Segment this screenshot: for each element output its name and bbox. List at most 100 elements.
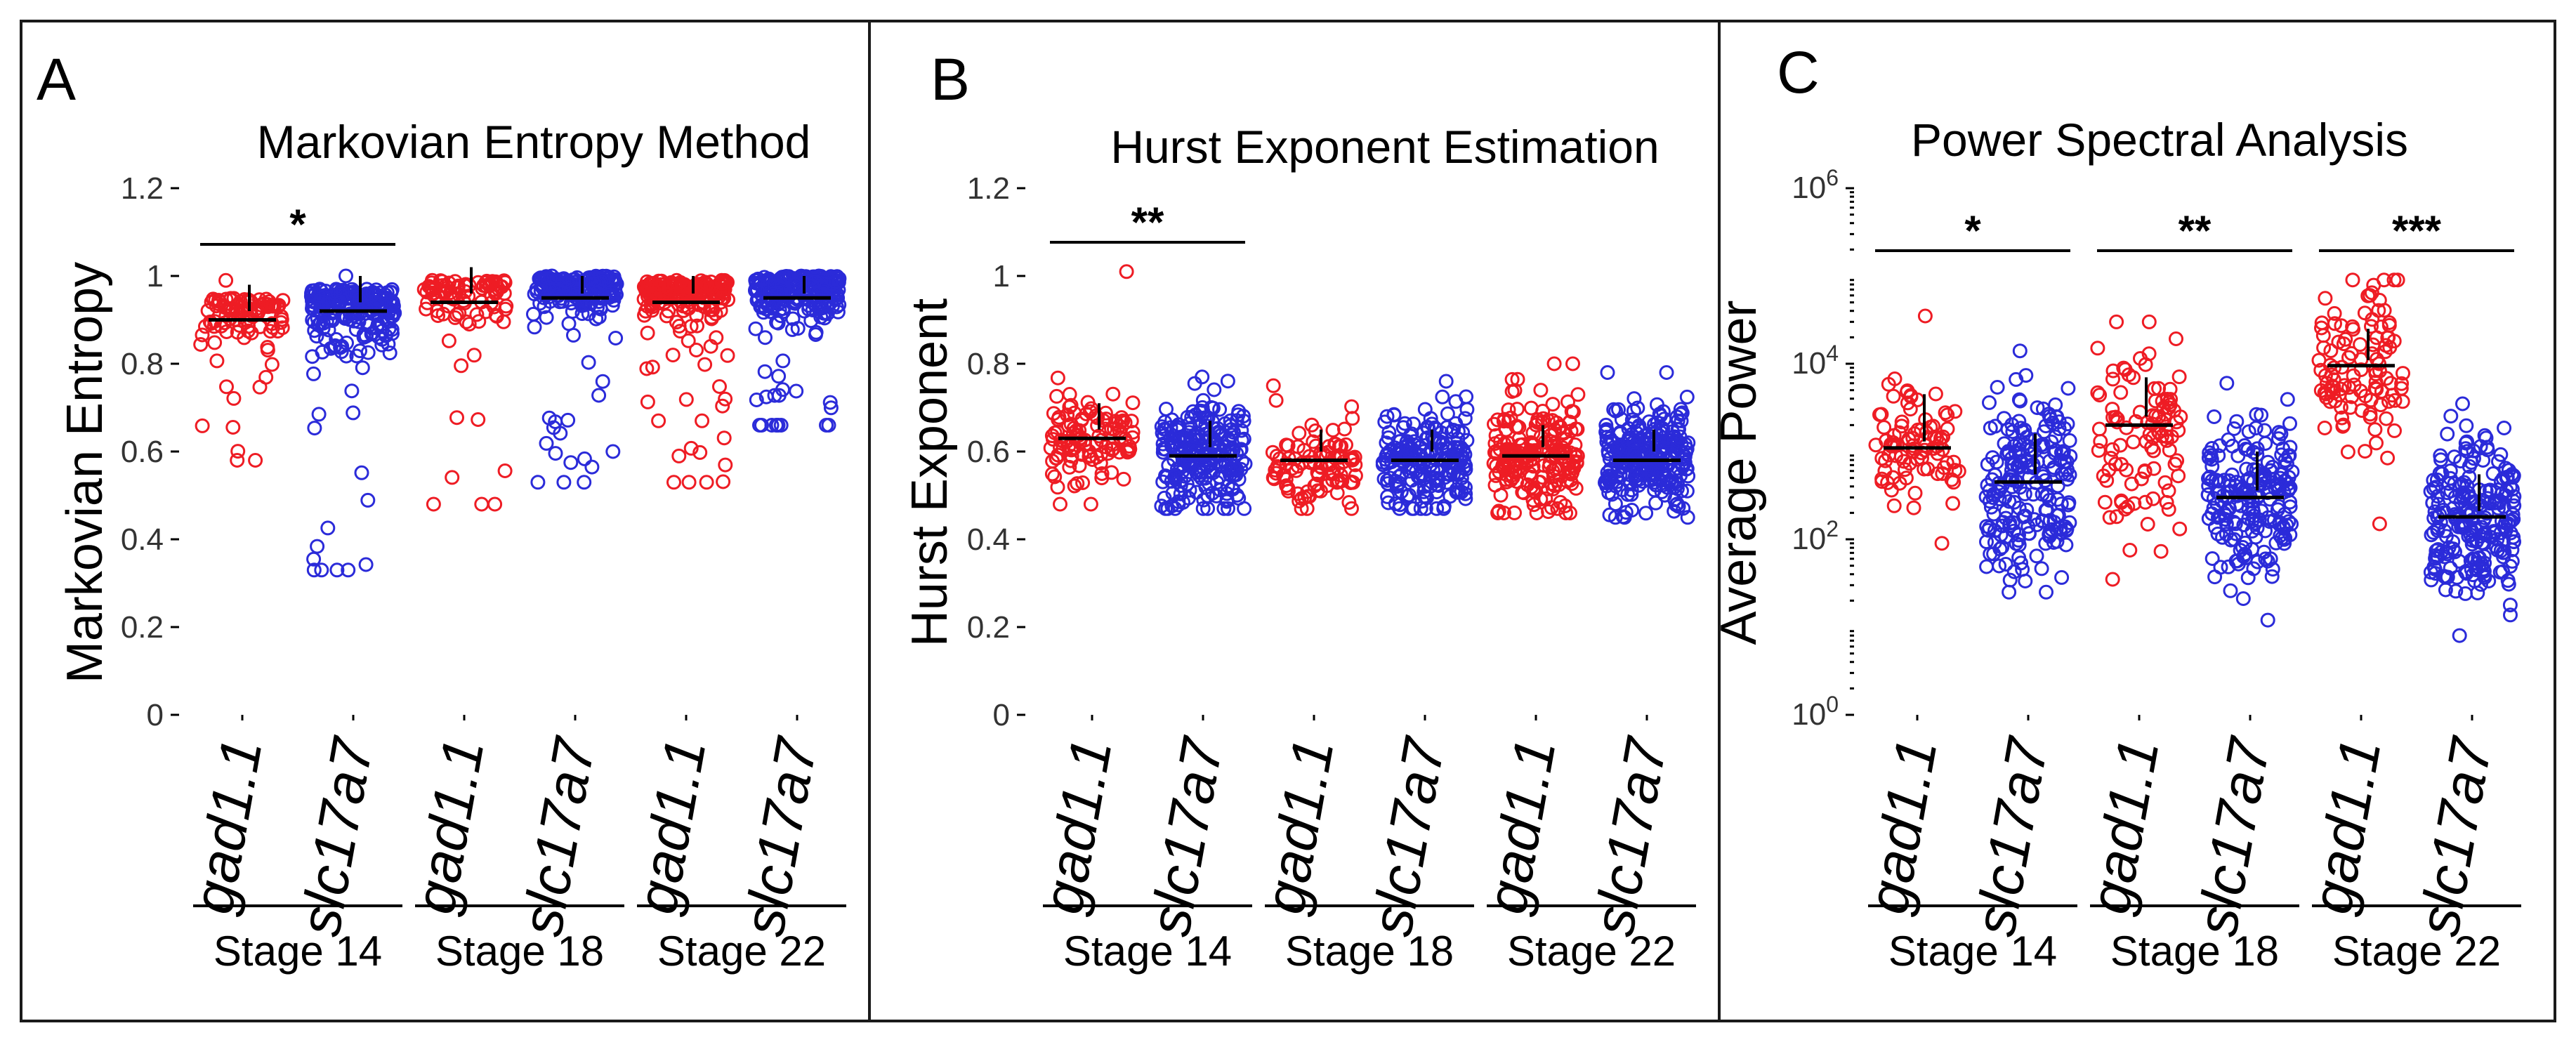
data-point — [1062, 400, 1077, 415]
data-point — [2476, 564, 2492, 579]
data-point — [466, 348, 482, 363]
data-point — [2345, 319, 2360, 334]
data-point — [2441, 476, 2457, 491]
data-point — [1171, 432, 1185, 447]
data-point — [1332, 438, 1347, 454]
data-point — [445, 470, 460, 485]
data-point — [2260, 612, 2275, 628]
data-point — [1614, 411, 1629, 427]
data-point — [2105, 572, 2120, 587]
data-point — [2440, 426, 2455, 442]
data-point — [1624, 412, 1640, 428]
data-point — [1920, 461, 1936, 477]
y-axis-label: Average Power — [1711, 301, 1767, 645]
data-point — [749, 393, 764, 407]
data-point — [1348, 468, 1363, 483]
data-point — [2466, 451, 2481, 466]
data-point — [1544, 413, 1560, 428]
data-point — [2240, 570, 2256, 586]
data-point — [666, 475, 681, 490]
data-point — [1188, 437, 1203, 452]
data-point — [261, 299, 276, 315]
data-point — [487, 496, 503, 512]
data-point — [1670, 422, 1685, 437]
data-point — [225, 420, 241, 435]
data-point — [699, 277, 715, 291]
data-point — [2226, 421, 2242, 436]
data-point — [1083, 496, 1098, 512]
data-point — [595, 374, 610, 389]
data-point — [314, 562, 329, 578]
data-point — [2271, 431, 2286, 447]
data-point — [1535, 470, 1551, 485]
data-point — [1627, 435, 1642, 450]
data-point — [2452, 628, 2467, 643]
significance-label: ** — [1131, 199, 1164, 246]
data-point — [381, 336, 396, 352]
data-point — [1529, 506, 1544, 520]
data-point — [1995, 518, 2010, 534]
data-point — [1530, 415, 1545, 430]
data-point — [435, 306, 451, 322]
data-point — [1644, 466, 1660, 482]
data-point — [1174, 473, 1188, 488]
data-point — [1638, 506, 1654, 521]
data-point — [697, 357, 713, 372]
data-point — [2395, 394, 2410, 409]
data-point — [1089, 408, 1103, 423]
group-gad1.1-stage-18 — [1265, 378, 1363, 516]
data-point — [816, 305, 832, 321]
data-point — [2169, 414, 2184, 430]
category-label: slc17a7 — [288, 732, 386, 940]
data-point — [1945, 496, 1961, 511]
data-point — [2230, 556, 2246, 572]
data-point — [2485, 466, 2501, 481]
data-point — [541, 279, 557, 295]
data-point — [2042, 492, 2057, 508]
data-point — [1116, 471, 1131, 487]
data-point — [256, 296, 272, 311]
data-point — [1673, 407, 1688, 422]
data-point — [2378, 338, 2393, 353]
data-point — [2048, 397, 2063, 412]
data-point — [2002, 445, 2017, 461]
group-slc17a7-stage-18 — [1375, 374, 1475, 516]
data-point — [2228, 516, 2243, 532]
data-point — [676, 298, 691, 314]
y-tick-label: 104 — [1792, 341, 1839, 381]
data-point — [2113, 385, 2129, 400]
data-point — [2171, 423, 2186, 438]
data-point — [1219, 492, 1235, 507]
data-point — [1280, 438, 1296, 454]
data-point — [1501, 402, 1516, 418]
data-point — [1600, 365, 1615, 380]
data-point — [374, 337, 390, 353]
data-point — [1905, 444, 1921, 459]
data-point — [1917, 308, 1933, 324]
data-point — [2270, 502, 2285, 518]
data-point — [2044, 522, 2059, 537]
data-point — [1926, 419, 1941, 434]
data-point — [2146, 461, 2162, 476]
group-gad1.1-stage-22 — [2311, 272, 2410, 532]
data-point — [1525, 492, 1541, 508]
data-point — [2479, 506, 2495, 521]
data-point — [1279, 478, 1294, 494]
data-point — [2367, 422, 2383, 437]
data-point — [306, 366, 321, 381]
data-point — [1321, 439, 1336, 454]
data-point — [1570, 387, 1586, 402]
data-point — [774, 277, 789, 293]
data-point — [2282, 416, 2297, 431]
data-point — [2280, 392, 2295, 407]
data-point — [2018, 574, 2033, 588]
data-point — [1987, 419, 2003, 434]
data-point — [1450, 423, 1466, 439]
data-point — [2126, 370, 2141, 386]
data-point — [1067, 478, 1082, 494]
data-point — [2153, 544, 2169, 559]
data-point — [305, 301, 320, 316]
data-point — [2317, 421, 2332, 435]
data-point — [2377, 344, 2393, 360]
data-point — [1449, 482, 1464, 497]
